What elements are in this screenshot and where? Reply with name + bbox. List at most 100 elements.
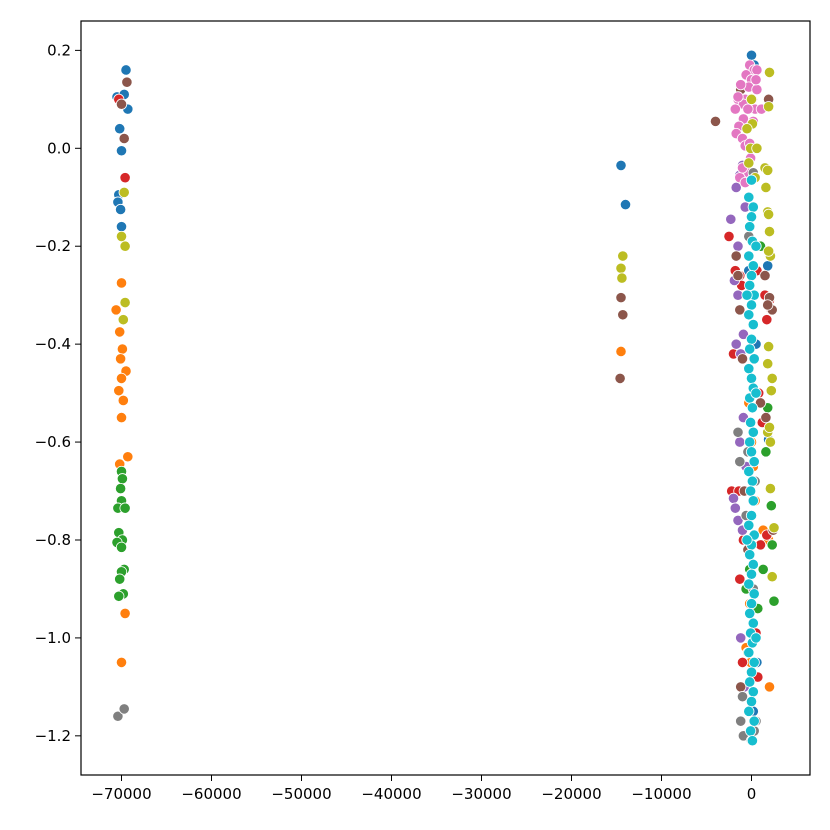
data-point <box>115 372 128 385</box>
data-point <box>115 277 128 289</box>
data-point <box>743 157 755 169</box>
y-tick-label: −0.8 <box>35 531 71 549</box>
data-point <box>747 495 759 507</box>
y-tick-label: 0.2 <box>47 41 71 59</box>
data-point <box>747 260 759 272</box>
data-point <box>122 451 134 463</box>
data-point <box>763 66 776 79</box>
data-point <box>748 656 760 668</box>
data-point <box>115 482 127 495</box>
y-axis: 0.2 0.0 −0.2 −0.4 −0.6 −0.8 −1.0 −1.2 <box>35 41 81 745</box>
data-point <box>744 416 757 429</box>
y-tick-label: −1.2 <box>35 727 71 745</box>
data-point <box>118 186 130 198</box>
data-point <box>765 385 777 397</box>
data-point <box>743 250 755 262</box>
data-point <box>113 590 125 602</box>
data-point <box>744 221 756 233</box>
data-point <box>616 272 628 284</box>
data-point <box>762 101 775 113</box>
data-point <box>744 436 756 448</box>
data-point <box>119 240 131 252</box>
data-point <box>743 465 755 478</box>
data-point <box>766 571 778 583</box>
data-point <box>729 103 741 115</box>
data-point <box>763 681 776 693</box>
data-point <box>732 426 744 438</box>
data-point <box>737 328 750 340</box>
data-point <box>734 573 746 585</box>
data-point <box>744 676 756 688</box>
data-point <box>750 632 762 644</box>
data-point <box>110 304 122 316</box>
data-point <box>743 705 755 717</box>
data-point <box>743 578 755 590</box>
series-0 <box>111 49 775 717</box>
data-point <box>615 159 627 172</box>
data-point <box>762 260 774 272</box>
data-point <box>114 573 126 585</box>
series-7 <box>112 167 762 747</box>
data-point <box>743 363 755 375</box>
y-tick-label: −0.6 <box>35 433 71 451</box>
data-point <box>617 250 629 262</box>
data-point <box>761 314 773 326</box>
data-point <box>746 475 759 487</box>
data-point <box>747 318 759 331</box>
data-point <box>750 387 762 399</box>
data-point <box>729 502 741 514</box>
data-point <box>736 353 749 365</box>
data-point <box>751 64 763 76</box>
data-point <box>750 240 762 252</box>
data-point <box>745 372 758 385</box>
data-point <box>112 710 124 722</box>
data-point <box>730 181 742 194</box>
data-point <box>768 595 780 607</box>
data-point <box>762 340 775 353</box>
data-point <box>763 421 776 433</box>
data-point <box>117 394 129 407</box>
x-tick-label: −30000 <box>451 785 511 803</box>
data-point <box>736 691 749 703</box>
data-point <box>116 473 129 485</box>
x-tick-label: −60000 <box>181 785 241 803</box>
data-point <box>762 208 775 220</box>
data-point <box>741 289 753 301</box>
data-point <box>744 549 756 561</box>
data-point <box>747 558 759 571</box>
data-point <box>734 304 746 316</box>
y-tick-label: −1.0 <box>35 629 71 647</box>
data-point <box>766 372 778 385</box>
data-point <box>741 123 753 135</box>
data-point <box>747 201 759 213</box>
data-point <box>709 115 722 127</box>
data-point <box>115 230 128 243</box>
data-point <box>732 91 744 103</box>
data-point <box>744 485 757 497</box>
data-point <box>744 607 756 620</box>
data-point <box>743 646 755 659</box>
data-point <box>744 343 756 355</box>
data-point <box>742 103 754 115</box>
data-point <box>745 299 758 311</box>
x-tick-label: −40000 <box>361 785 421 803</box>
data-point <box>765 500 777 512</box>
data-point <box>116 343 129 355</box>
data-point <box>746 402 759 414</box>
data-point <box>732 514 744 527</box>
data-point <box>117 314 129 326</box>
data-point <box>744 725 757 737</box>
data-point <box>735 715 747 727</box>
data-point <box>732 240 744 252</box>
data-point <box>115 98 128 110</box>
data-point <box>113 385 125 397</box>
data-point <box>757 563 769 575</box>
data-point <box>745 333 758 345</box>
data-point <box>766 539 778 551</box>
data-point <box>119 607 131 620</box>
data-point <box>115 221 128 233</box>
data-point <box>119 296 131 309</box>
series-2 <box>111 240 780 659</box>
data-point <box>115 353 127 365</box>
